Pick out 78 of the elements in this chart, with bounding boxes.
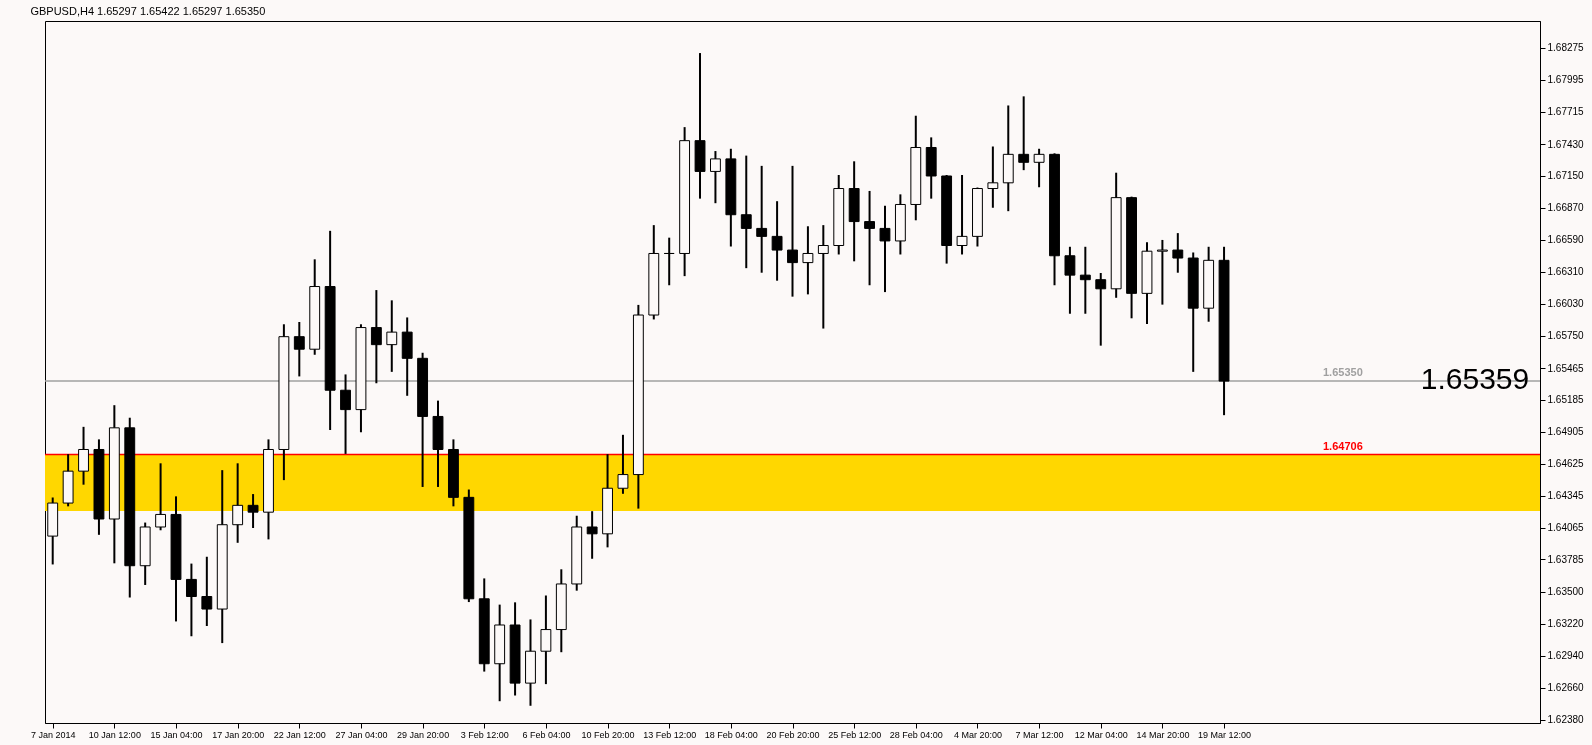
x-tick-label: 6 Feb 04:00	[522, 729, 571, 740]
x-tick-label: 22 Jan 12:00	[273, 729, 326, 740]
ref-line-label: 1.64706	[1322, 439, 1363, 452]
candlestick	[247, 494, 259, 528]
x-tick-label: 19 Mar 12:00	[1198, 729, 1252, 740]
y-tick-label: 1.67715	[1547, 106, 1585, 118]
y-tick-label: 1.64625	[1547, 458, 1585, 470]
y-tick-label: 1.65750	[1547, 330, 1585, 342]
candlestick	[155, 463, 167, 531]
candlestick	[586, 511, 598, 559]
candlestick	[802, 226, 814, 295]
y-tick-label: 1.68275	[1547, 42, 1585, 54]
candlestick	[617, 434, 629, 494]
candlestick	[710, 151, 721, 204]
candlestick	[78, 426, 89, 485]
x-tick-label: 18 Feb 04:00	[704, 729, 758, 740]
candlestick	[185, 563, 197, 637]
candlestick	[740, 155, 752, 269]
y-tick-label: 1.67995	[1547, 74, 1585, 86]
candlestick	[232, 463, 244, 543]
x-tick-label: 4 Mar 20:00	[953, 729, 1002, 740]
candlestick	[1064, 246, 1076, 314]
candlestick	[1079, 246, 1091, 314]
y-tick-label: 1.67430	[1547, 138, 1585, 150]
x-tick-label: 14 Mar 20:00	[1136, 729, 1190, 740]
candlestick	[1033, 148, 1045, 188]
candlestick	[1018, 96, 1030, 171]
candlestick	[787, 165, 798, 297]
y-tick-label: 1.66590	[1547, 234, 1585, 246]
x-tick-label: 27 Jan 04:00	[335, 729, 388, 740]
candlestick	[864, 190, 875, 286]
candlestick	[201, 556, 213, 626]
ref-line-label: 1.65350	[1322, 366, 1363, 379]
x-tick-label: 7 Jan 2014	[30, 729, 76, 740]
y-tick-label: 1.66030	[1547, 298, 1585, 310]
y-tick-label: 1.63785	[1547, 553, 1585, 565]
y-tick-label: 1.67150	[1547, 170, 1585, 182]
x-tick-label: 17 Jan 20:00	[212, 729, 265, 740]
candlestick	[1156, 239, 1168, 305]
y-tick-label: 1.64065	[1547, 522, 1585, 534]
x-tick-label: 28 Feb 04:00	[889, 729, 943, 740]
candlestick	[879, 205, 891, 293]
x-tick-label: 25 Feb 12:00	[828, 729, 882, 740]
candlestick	[370, 290, 382, 384]
candlestick	[386, 300, 398, 372]
x-tick-label: 29 Jan 20:00	[397, 729, 450, 740]
y-tick-label: 1.62380	[1547, 714, 1585, 726]
x-tick-label: 10 Jan 12:00	[88, 729, 141, 740]
x-tick-label: 13 Feb 12:00	[643, 729, 697, 740]
y-tick-label: 1.62940	[1547, 650, 1585, 662]
y-tick-label: 1.63220	[1547, 618, 1585, 630]
candlestick	[771, 201, 783, 281]
candlestick	[1095, 272, 1107, 346]
x-tick-label: 12 Mar 04:00	[1074, 729, 1128, 740]
x-tick-label: 20 Feb 20:00	[766, 729, 820, 740]
y-tick-label: 1.64345	[1547, 490, 1585, 502]
y-tick-label: 1.63500	[1547, 586, 1585, 598]
candlestick	[987, 146, 999, 208]
candlestick	[340, 374, 351, 454]
x-tick-label: 15 Jan 04:00	[150, 729, 203, 740]
y-tick-label: 1.64905	[1547, 426, 1585, 438]
x-tick-label: 3 Feb 12:00	[460, 729, 509, 740]
y-tick-label: 1.65185	[1547, 394, 1585, 406]
y-tick-label: 1.65465	[1547, 362, 1585, 374]
candlestick	[540, 595, 552, 685]
y-tick-label: 1.66870	[1547, 202, 1585, 214]
candlestick	[293, 322, 305, 377]
chart-title: GBPUSD,H4 1.65297 1.65422 1.65297 1.65350	[30, 5, 266, 17]
y-tick-label: 1.66310	[1547, 266, 1585, 278]
candlestick	[1172, 233, 1184, 273]
candlestick	[817, 225, 829, 329]
annotation: 1.65359	[1420, 362, 1530, 396]
candlestick	[663, 237, 675, 286]
y-tick-label: 1.62660	[1547, 682, 1585, 694]
candlestick	[756, 165, 768, 273]
candlestick	[956, 174, 968, 255]
x-tick-label: 7 Mar 12:00	[1015, 729, 1064, 740]
x-tick-label: 10 Feb 20:00	[581, 729, 635, 740]
